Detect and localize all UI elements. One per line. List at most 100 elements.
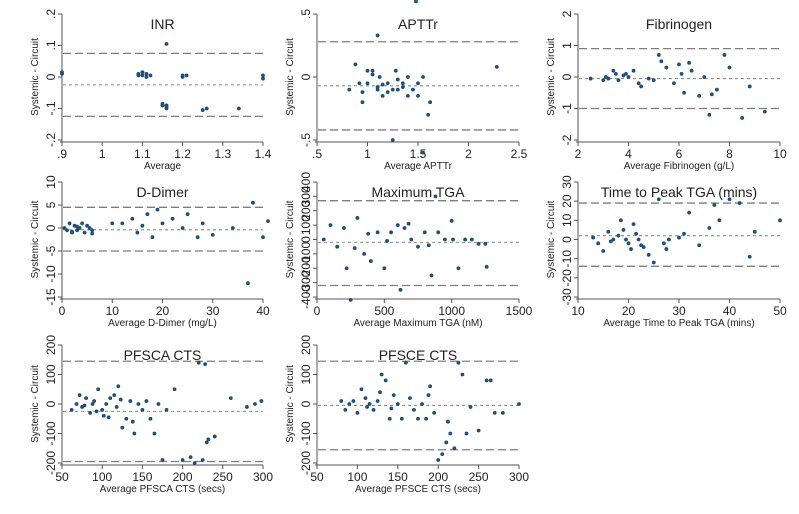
panel-title: D-Dimer [136, 184, 188, 200]
data-point [616, 233, 621, 238]
data-point [60, 70, 64, 75]
data-point [90, 231, 95, 236]
data-point [144, 399, 149, 403]
data-point [664, 247, 669, 251]
data-point [661, 241, 666, 246]
data-point [135, 230, 140, 235]
data-point [484, 378, 489, 383]
data-point [424, 416, 428, 421]
panel-title: Fibrinogen [646, 16, 712, 32]
y-axis-label: Systemic - Circuit [285, 200, 296, 278]
x-tick-label: 2 [575, 147, 582, 161]
data-point [160, 103, 165, 108]
data-point [403, 360, 408, 365]
data-point [436, 458, 441, 462]
data-point [204, 440, 209, 445]
y-tick-label: -15 [44, 288, 58, 306]
y-tick-label: 0 [299, 400, 313, 407]
x-tick-label: 1 [364, 147, 371, 161]
panel-title: APTTr [398, 16, 438, 32]
data-point [456, 360, 461, 365]
data-point [170, 216, 175, 221]
data-point [689, 68, 694, 73]
y-tick-label: -200 [299, 451, 313, 475]
data-point [445, 419, 450, 424]
data-point [624, 71, 628, 76]
data-point [357, 81, 362, 86]
data-point [677, 62, 681, 67]
panel-6: -30-20-10 0 10 20 30 10 20 30 40 50 Time to Peak T… [546, 175, 787, 329]
panel-title: INR [150, 16, 174, 32]
data-point [80, 221, 84, 226]
x-tick-label: 0 [314, 304, 321, 318]
x-tick-label: 1500 [506, 304, 533, 318]
data-point [164, 106, 169, 111]
x-axis-label: Average APTTr [384, 161, 452, 172]
y-tick-label: -100 [44, 421, 58, 445]
x-axis-label: Average Fibrinogen (g/L) [624, 161, 734, 172]
x-tick-label: 200 [173, 470, 193, 484]
data-point [682, 231, 686, 236]
data-point [426, 112, 430, 117]
panel-title: Time to Peak TGA (mins) [601, 184, 757, 200]
data-point [375, 33, 380, 38]
y-tick-label: 0 [560, 73, 574, 80]
y-tick-label: 200 [44, 335, 58, 355]
data-point [145, 212, 150, 217]
y-tick-label: -200 [44, 451, 58, 475]
data-point [429, 273, 434, 278]
data-point [714, 87, 719, 92]
data-point [517, 402, 521, 406]
data-point [108, 396, 113, 400]
data-point [601, 78, 606, 83]
data-point [402, 226, 407, 230]
x-axis-label: Average Time to Peak TGA (mins) [603, 318, 754, 329]
panel-4: -15 -10 -5 0 5 10 0 10 20 30 40 D-Dimer Average D-Di… [30, 175, 270, 329]
x-axis-label: Average PFSCA CTS (secs) [100, 484, 225, 495]
x-axis-label: Average PFSCE CTS (secs) [355, 484, 481, 495]
data-point [353, 62, 358, 67]
x-tick-label: 500 [374, 304, 394, 318]
data-point [707, 112, 712, 117]
data-point [420, 402, 424, 406]
data-point [74, 402, 79, 406]
y-tick-label: 0 [44, 73, 58, 80]
y-tick-label: 1 [560, 42, 574, 49]
y-tick-label: 0 [299, 236, 313, 243]
data-point [261, 73, 265, 78]
data-point [456, 266, 461, 271]
data-point [188, 455, 193, 459]
data-point [616, 78, 621, 83]
y-tick-label: -5 [44, 245, 58, 256]
data-point [85, 223, 90, 228]
x-tick-label: 30 [206, 304, 220, 318]
panel-1: -.2 -.1 0 .1 .2 .9 1 1.1 1.2 1.3 1.4 INR Average Syst… [30, 9, 272, 172]
y-tick-label: 100 [299, 364, 313, 384]
data-point [82, 403, 87, 408]
data-point [717, 218, 722, 223]
data-point [483, 241, 488, 246]
x-tick-label: 250 [469, 470, 489, 484]
data-point [443, 237, 447, 242]
data-point [398, 287, 403, 292]
data-point [432, 410, 437, 415]
y-tick-label: 100 [44, 364, 58, 384]
data-point [596, 241, 601, 246]
data-point [351, 399, 356, 403]
data-point [136, 71, 141, 76]
data-point [69, 408, 74, 412]
data-point [651, 260, 656, 265]
y-axis-label: Systemic - Circuit [546, 38, 557, 116]
data-point [62, 226, 67, 230]
data-point [611, 68, 616, 73]
y-tick-label: 0 [560, 236, 574, 243]
x-tick-label: 20 [622, 304, 636, 318]
x-tick-label: 1.1 [134, 147, 151, 161]
panel-7: -200 -100 0 100 200 50 100 150 200 250 300 PFSCA CT… [30, 335, 273, 495]
data-point [92, 399, 97, 403]
data-point [436, 230, 441, 235]
data-point [367, 402, 372, 406]
y-tick-label: 2 [560, 10, 574, 17]
data-point [114, 405, 119, 409]
